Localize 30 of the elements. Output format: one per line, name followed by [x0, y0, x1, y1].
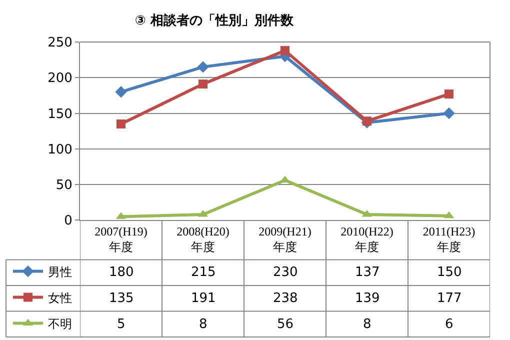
data-label: 6 — [445, 317, 454, 332]
data-label: 177 — [437, 291, 462, 306]
y-tick-label: 100 — [48, 142, 72, 158]
x-tick-label: 2007(H19) 年度 — [94, 224, 148, 254]
data-label: 191 — [191, 291, 216, 306]
legend-label: 不明 — [48, 316, 72, 331]
legend-label: 女性 — [48, 290, 72, 305]
x-tick-label: 2008(H20) 年度 — [176, 224, 230, 254]
data-label: 230 — [273, 265, 298, 280]
data-label: 180 — [109, 265, 134, 280]
y-tick-label: 200 — [48, 71, 72, 86]
x-tick-label: 2009(H21) 年度 — [258, 224, 312, 254]
x-tick-label: 2011(H23) 年度 — [422, 224, 476, 254]
y-tick-label: 250 — [48, 36, 72, 51]
data-label: 139 — [355, 291, 380, 306]
data-label: 5 — [117, 317, 126, 332]
data-label: 150 — [437, 265, 462, 280]
data-label: 56 — [277, 317, 294, 332]
legend-label: 男性 — [48, 264, 72, 279]
y-tick-label: 0 — [64, 214, 72, 229]
data-label: 238 — [273, 291, 298, 306]
data-label: 215 — [191, 265, 216, 280]
data-label: 137 — [355, 265, 380, 280]
data-label: 135 — [109, 291, 134, 306]
x-tick-label: 2010(H22) 年度 — [340, 224, 394, 254]
data-label: 8 — [363, 317, 372, 332]
data-label: 8 — [199, 317, 208, 332]
y-tick-label: 50 — [56, 178, 72, 194]
chart-title: ③ 相談者の「性別」別件数 — [134, 12, 294, 28]
y-tick-label: 150 — [48, 106, 72, 122]
